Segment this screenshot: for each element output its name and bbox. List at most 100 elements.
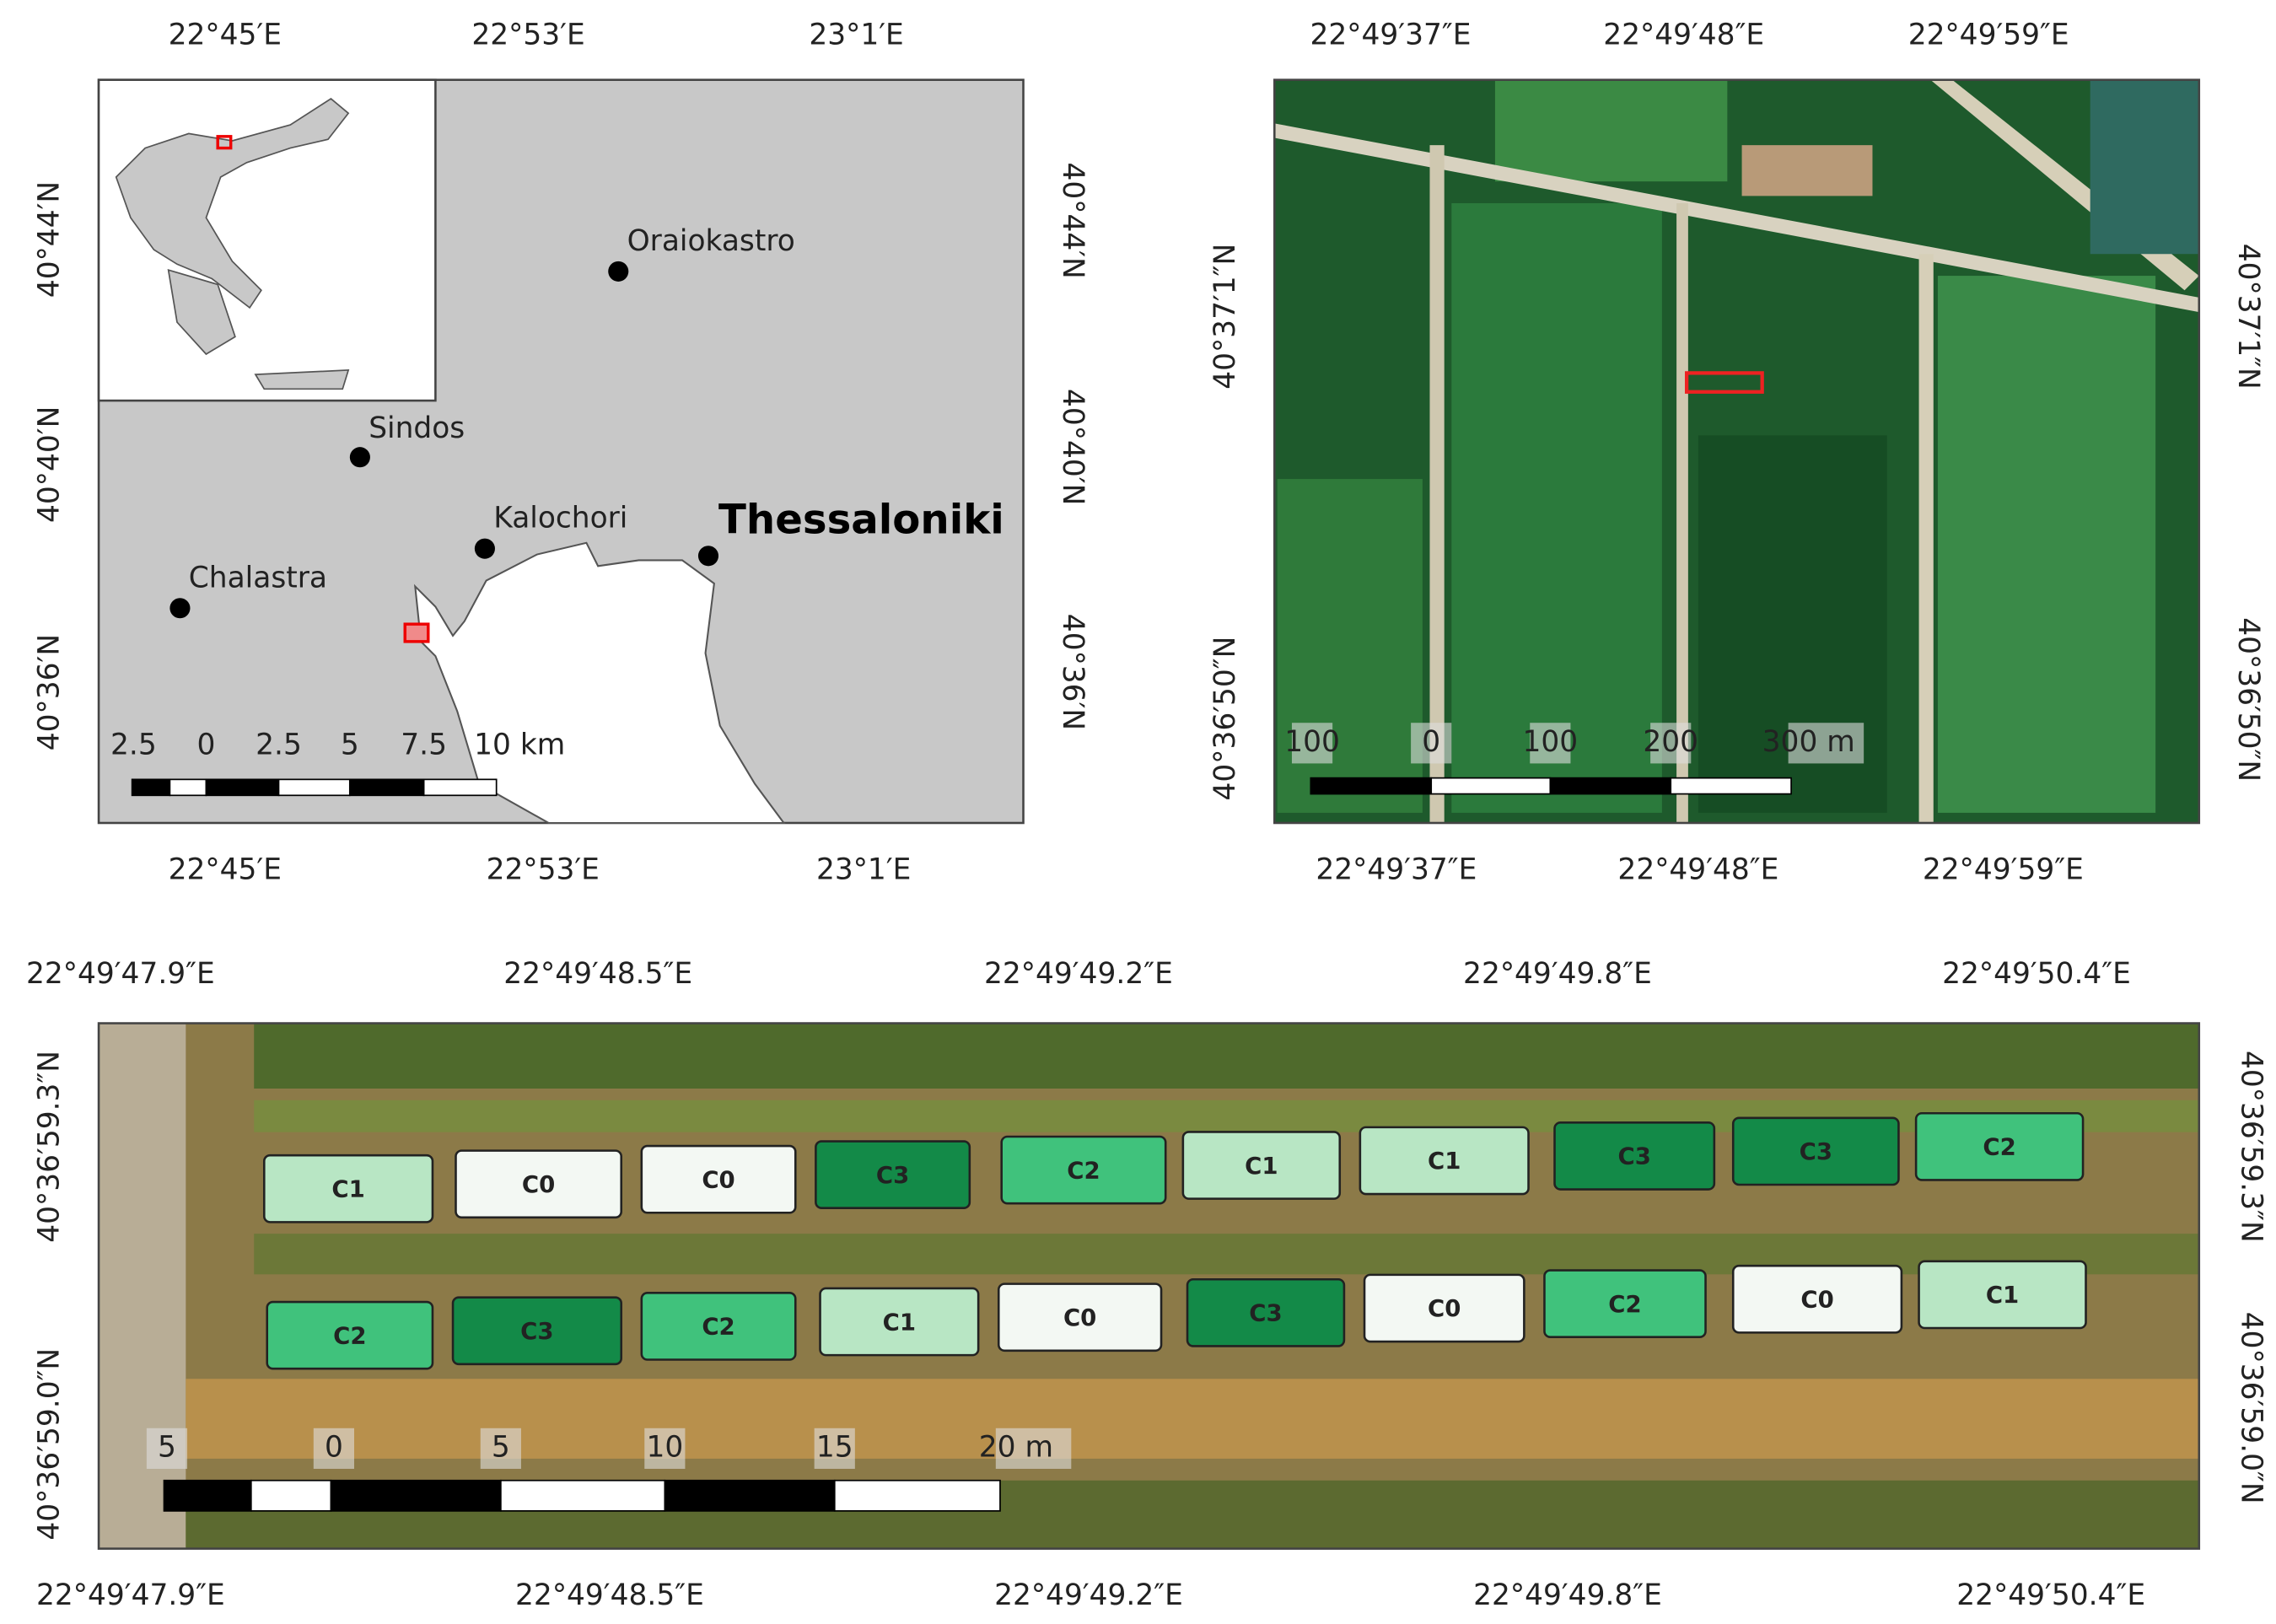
grass-strip bbox=[254, 1100, 2199, 1132]
scale-label: 300 m bbox=[1762, 725, 1855, 759]
scale-bar-segment bbox=[833, 1479, 1001, 1512]
scale-label: 5 bbox=[158, 1430, 176, 1464]
plots-frame bbox=[97, 1022, 2201, 1550]
lat-label: 40°36′59.0″N bbox=[33, 1348, 67, 1541]
soil-strip bbox=[186, 1379, 2199, 1459]
scale-bar-segment bbox=[664, 1479, 836, 1512]
scale-bar-segment bbox=[131, 778, 171, 797]
grass-strip bbox=[254, 1023, 2199, 1089]
scale-label-bg bbox=[1411, 723, 1452, 764]
scale-bar-segment bbox=[277, 778, 351, 797]
water bbox=[2090, 79, 2199, 255]
scale-label-bg bbox=[480, 1428, 521, 1469]
lon-label: 23°1′E bbox=[809, 19, 903, 52]
plot bbox=[1918, 1260, 2087, 1330]
place-name: Sindos bbox=[369, 411, 465, 445]
lon-label: 22°49′47.9″E bbox=[26, 957, 215, 991]
lon-label: 22°49′49.8″E bbox=[1473, 1578, 1662, 1612]
scale-label-bg bbox=[313, 1428, 354, 1469]
scale-bar-segment bbox=[163, 1479, 252, 1512]
plot bbox=[1731, 1116, 1900, 1186]
plot-label: C2 bbox=[1067, 1157, 1100, 1184]
scale-label: 0 bbox=[1422, 725, 1440, 759]
plot-label: C3 bbox=[876, 1162, 909, 1189]
lon-label: 22°49′50.4″E bbox=[1956, 1578, 2145, 1612]
scale-bar-segment bbox=[169, 778, 207, 797]
lon-label: 22°49′37″E bbox=[1316, 852, 1477, 886]
field bbox=[1451, 203, 1662, 813]
scale-bar-segment bbox=[348, 778, 425, 797]
place-name: Kalochori bbox=[493, 502, 627, 535]
plot bbox=[1181, 1131, 1342, 1200]
lat-label: 40°36′59.3″N bbox=[2235, 1051, 2268, 1243]
place-dot bbox=[697, 546, 719, 567]
place-name: Chalastra bbox=[189, 561, 327, 594]
plot bbox=[451, 1296, 623, 1366]
plot-label: C2 bbox=[1608, 1291, 1641, 1318]
scale-label: 0 bbox=[196, 728, 215, 761]
lat-label: 40°40′N bbox=[1056, 389, 1090, 505]
plot bbox=[1553, 1121, 1716, 1191]
plot-label: C1 bbox=[883, 1309, 916, 1336]
inset-mainland bbox=[115, 98, 350, 309]
plot-label: C0 bbox=[702, 1166, 734, 1193]
lat-label: 40°37′1″N bbox=[2231, 244, 2265, 390]
plot-label: C3 bbox=[1617, 1143, 1650, 1170]
scale-label: 5 bbox=[492, 1430, 510, 1464]
lon-label: 22°45′E bbox=[169, 19, 282, 52]
scale-bar-segment bbox=[330, 1479, 502, 1512]
lat-label: 40°44′N bbox=[1056, 162, 1090, 278]
labels-layer: 22°45′E 22°53′E 23°1′E 22°45′E 22°53′E 23°1′E… bbox=[26, 19, 2268, 1612]
lon-label: 22°49′47.9″E bbox=[36, 1578, 225, 1612]
lat-label: 40°36′N bbox=[1056, 614, 1090, 730]
plot-label: C1 bbox=[1428, 1148, 1461, 1175]
inset-marker bbox=[216, 135, 233, 150]
farm-buildings bbox=[1741, 145, 1873, 196]
road bbox=[1676, 203, 1688, 823]
scale-label: 15 bbox=[816, 1430, 853, 1464]
fields-map bbox=[1273, 78, 2201, 825]
scale-label: 7.5 bbox=[401, 728, 447, 761]
scale-label: 10 bbox=[646, 1430, 683, 1464]
lat-label: 40°36′59.0″N bbox=[2235, 1312, 2268, 1504]
scale-label-bg bbox=[1530, 723, 1571, 764]
field bbox=[1494, 79, 1728, 182]
lon-label: 22°53′E bbox=[487, 852, 600, 886]
site-marker bbox=[403, 622, 430, 643]
place-name: Oraiokastro bbox=[627, 224, 795, 258]
scale-label-bg bbox=[814, 1428, 855, 1469]
scale-bar-segment bbox=[1430, 777, 1552, 795]
field bbox=[1937, 276, 2156, 813]
site-marker bbox=[1685, 371, 1764, 394]
lon-label: 22°49′50.4″E bbox=[1942, 957, 2131, 991]
lon-label: 22°45′E bbox=[169, 852, 282, 886]
scale-label: 200 bbox=[1643, 725, 1698, 759]
plot-label: C1 bbox=[1245, 1153, 1278, 1180]
scale-label: 2.5 bbox=[256, 728, 302, 761]
scale-label: 2.5 bbox=[110, 728, 157, 761]
inset-crete bbox=[254, 369, 350, 390]
plot-label: C1 bbox=[1986, 1282, 2019, 1309]
plot bbox=[997, 1283, 1163, 1352]
lon-label: 22°49′59″E bbox=[1908, 19, 2069, 52]
scale-label-bg bbox=[146, 1428, 188, 1469]
lon-label: 22°49′48.5″E bbox=[515, 1578, 704, 1612]
lat-label: 40°36′59.3″N bbox=[33, 1051, 67, 1243]
plot bbox=[819, 1287, 980, 1357]
plot-label: C3 bbox=[520, 1318, 553, 1345]
plot-label: C2 bbox=[333, 1322, 366, 1349]
place-dot bbox=[608, 261, 629, 282]
scale-label: 100 bbox=[1284, 725, 1340, 759]
lat-label: 40°37′1″N bbox=[1208, 244, 1242, 390]
plot bbox=[640, 1144, 797, 1214]
lat-label: 40°44′N bbox=[33, 181, 67, 298]
lon-label: 22°49′48″E bbox=[1617, 852, 1778, 886]
lon-label: 22°49′59″E bbox=[1923, 852, 2084, 886]
lon-label: 22°53′E bbox=[471, 19, 584, 52]
plot bbox=[455, 1149, 623, 1219]
inset-peloponnese bbox=[167, 268, 236, 356]
scale-label-bg bbox=[1650, 723, 1692, 764]
plot-label: C0 bbox=[1063, 1304, 1096, 1331]
road bbox=[1274, 123, 2199, 313]
